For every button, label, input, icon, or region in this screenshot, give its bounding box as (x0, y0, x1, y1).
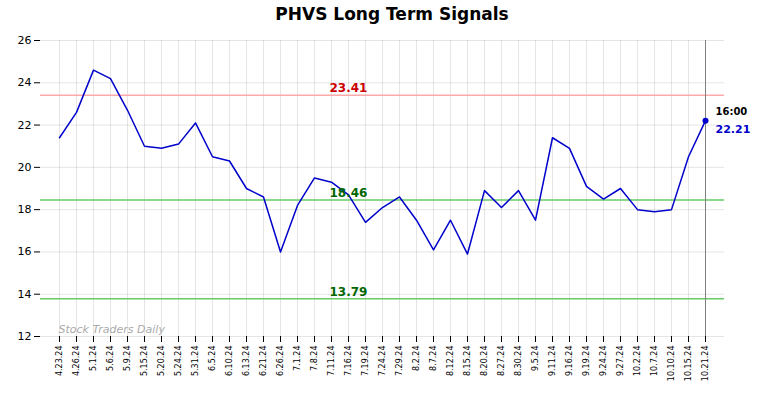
svg-text:10.2.24: 10.2.24 (633, 346, 642, 377)
svg-text:5.24.24: 5.24.24 (174, 346, 183, 377)
svg-text:8.30.24: 8.30.24 (514, 346, 523, 377)
svg-text:16: 16 (18, 245, 32, 258)
svg-text:18: 18 (18, 203, 32, 216)
svg-text:5.6.24: 5.6.24 (106, 346, 115, 371)
html-text:PHVS Long Term Signals: PHVS Long Term Signals (275, 4, 509, 24)
svg-text:14: 14 (18, 288, 32, 301)
svg-text:22.21: 22.21 (716, 123, 751, 136)
svg-text:6.13.24: 6.13.24 (242, 346, 251, 377)
svg-text:8.7.24: 8.7.24 (429, 346, 438, 371)
svg-text:9.24.24: 9.24.24 (599, 346, 608, 377)
svg-text:6.5.24: 6.5.24 (208, 346, 217, 371)
svg-text:10.10.24: 10.10.24 (667, 346, 676, 382)
svg-text:8.15.24: 8.15.24 (463, 346, 472, 377)
svg-text:5.15.24: 5.15.24 (140, 346, 149, 377)
svg-text:7.11.24: 7.11.24 (327, 346, 336, 377)
svg-text:9.16.24: 9.16.24 (565, 346, 574, 377)
svg-text:7.29.24: 7.29.24 (395, 346, 404, 377)
svg-text:8.12.24: 8.12.24 (446, 346, 455, 377)
svg-text:7.1.24: 7.1.24 (293, 346, 302, 371)
svg-text:9.19.24: 9.19.24 (582, 346, 591, 377)
svg-text:24: 24 (18, 76, 32, 89)
svg-text:10.15.24: 10.15.24 (684, 346, 693, 382)
svg-text:23.41: 23.41 (330, 81, 368, 95)
svg-text:8.20.24: 8.20.24 (480, 346, 489, 377)
svg-text:7.19.24: 7.19.24 (361, 346, 370, 377)
svg-text:4.23.24: 4.23.24 (55, 346, 64, 377)
svg-text:5.31.24: 5.31.24 (191, 346, 200, 377)
svg-text:5.9.24: 5.9.24 (123, 346, 132, 371)
svg-text:6.26.24: 6.26.24 (276, 346, 285, 377)
svg-text:7.8.24: 7.8.24 (310, 346, 319, 371)
svg-text:5.20.24: 5.20.24 (157, 346, 166, 377)
svg-text:9.11.24: 9.11.24 (548, 346, 557, 377)
svg-text:13.79: 13.79 (330, 285, 368, 299)
svg-text:4.26.24: 4.26.24 (72, 346, 81, 377)
svg-text:16:00: 16:00 (716, 106, 748, 117)
svg-text:10.21.24: 10.21.24 (701, 346, 710, 382)
svg-text:6.10.24: 6.10.24 (225, 346, 234, 377)
svg-text:7.16.24: 7.16.24 (344, 346, 353, 377)
svg-text:6.21.24: 6.21.24 (259, 346, 268, 377)
svg-text:8.2.24: 8.2.24 (412, 346, 421, 371)
svg-text:5.1.24: 5.1.24 (89, 346, 98, 371)
svg-text:8.27.24: 8.27.24 (497, 346, 506, 377)
svg-text:Stock Traders Daily: Stock Traders Daily (59, 323, 166, 336)
svg-text:9.27.24: 9.27.24 (616, 346, 625, 377)
svg-text:7.24.24: 7.24.24 (378, 346, 387, 377)
svg-text:10.7.24: 10.7.24 (650, 346, 659, 377)
svg-text:12: 12 (18, 330, 32, 343)
svg-text:9.5.24: 9.5.24 (531, 346, 540, 371)
svg-text:22: 22 (18, 119, 32, 132)
svg-text:26: 26 (18, 34, 32, 47)
svg-text:20: 20 (18, 161, 32, 174)
svg-text:18.46: 18.46 (330, 186, 368, 200)
